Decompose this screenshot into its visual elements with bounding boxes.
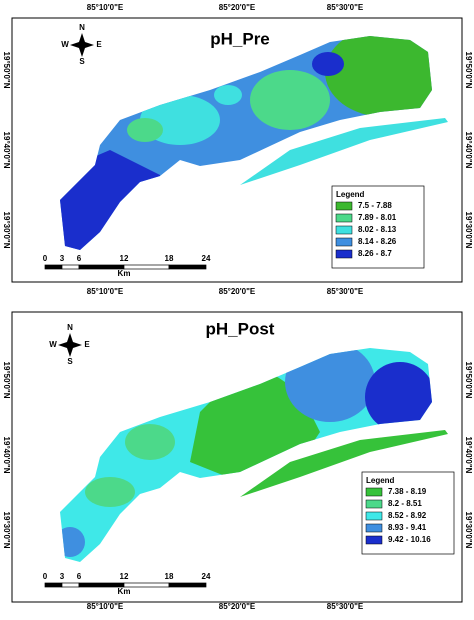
scale-label: 12 xyxy=(120,254,129,263)
legend-label: 8.14 - 8.26 xyxy=(358,237,397,246)
compass-s: S xyxy=(67,357,73,366)
scale-label: 12 xyxy=(120,572,129,581)
scale-bar xyxy=(168,264,207,270)
compass-e: E xyxy=(96,40,102,49)
lon-label: 85°10'0"E xyxy=(87,3,124,12)
compass-w: W xyxy=(61,40,69,49)
legend-title: Legend xyxy=(336,190,365,199)
compass-n: N xyxy=(79,23,85,32)
lon-label: 85°20'0"E xyxy=(219,3,256,12)
legend-swatch xyxy=(365,511,383,521)
map-title: pH_Pre xyxy=(210,29,270,48)
compass-e: E xyxy=(84,340,90,349)
compass-n: N xyxy=(67,323,73,332)
compass xyxy=(58,333,82,357)
legend-swatch xyxy=(335,225,353,235)
compass-s: S xyxy=(79,57,85,66)
scale-bar xyxy=(168,582,207,588)
scale-bar xyxy=(123,264,170,270)
lat-label: 19°30'0"N xyxy=(2,212,11,249)
compass xyxy=(70,33,94,57)
legend-label: 9.42 - 10.16 xyxy=(388,535,431,544)
lat-label: 19°40'0"N xyxy=(464,437,473,474)
legend-swatch xyxy=(335,213,353,223)
scale-label: 18 xyxy=(165,254,174,263)
legend-swatch xyxy=(365,487,383,497)
lat-label: 19°50'0"N xyxy=(464,362,473,399)
lat-label: 19°50'0"N xyxy=(2,52,11,89)
lon-label: 85°10'0"E xyxy=(87,602,124,611)
legend-swatch xyxy=(335,249,353,259)
legend-swatch xyxy=(365,499,383,509)
scale-bar xyxy=(61,582,80,588)
scale-label: 0 xyxy=(43,254,48,263)
legend-label: 8.93 - 9.41 xyxy=(388,523,427,532)
scale-label: 6 xyxy=(77,572,82,581)
scale-label: 18 xyxy=(165,572,174,581)
lat-label: 19°50'0"N xyxy=(464,52,473,89)
lon-label: 85°30'0"E xyxy=(327,287,364,296)
legend-label: 8.02 - 8.13 xyxy=(358,225,397,234)
lon-label: 85°10'0"E xyxy=(87,287,124,296)
scale-label: 6 xyxy=(77,254,82,263)
lon-label: 85°30'0"E xyxy=(327,3,364,12)
legend-label: 8.26 - 8.7 xyxy=(358,249,392,258)
lat-label: 19°30'0"N xyxy=(2,512,11,549)
scale-unit: Km xyxy=(118,587,131,596)
map-panel xyxy=(11,17,463,283)
scale-bar xyxy=(61,264,80,270)
lon-label: 85°20'0"E xyxy=(219,287,256,296)
legend-swatch xyxy=(335,201,353,211)
scale-unit: Km xyxy=(118,269,131,278)
scale-bar xyxy=(123,582,170,588)
lat-label: 19°50'0"N xyxy=(2,362,11,399)
lon-label: 85°30'0"E xyxy=(327,602,364,611)
lat-label: 19°40'0"N xyxy=(2,132,11,169)
legend-swatch xyxy=(365,523,383,533)
scale-label: 0 xyxy=(43,572,48,581)
scale-label: 3 xyxy=(60,254,65,263)
legend-label: 8.2 - 8.51 xyxy=(388,499,422,508)
lat-label: 19°30'0"N xyxy=(464,512,473,549)
lat-label: 19°40'0"N xyxy=(464,132,473,169)
map-title: pH_Post xyxy=(206,319,275,338)
legend-swatch xyxy=(335,237,353,247)
scale-bar xyxy=(44,264,63,270)
legend-label: 8.52 - 8.92 xyxy=(388,511,427,520)
legend-label: 7.5 - 7.88 xyxy=(358,201,392,210)
legend-swatch xyxy=(365,535,383,545)
lat-label: 19°30'0"N xyxy=(464,212,473,249)
spit xyxy=(240,118,448,185)
compass-w: W xyxy=(49,340,57,349)
spit xyxy=(240,430,448,497)
scale-bar xyxy=(44,582,63,588)
legend-label: 7.38 - 8.19 xyxy=(388,487,427,496)
map-panel xyxy=(11,311,463,603)
legend-label: 7.89 - 8.01 xyxy=(358,213,397,222)
lon-label: 85°20'0"E xyxy=(219,602,256,611)
lat-label: 19°40'0"N xyxy=(2,437,11,474)
scale-label: 24 xyxy=(202,572,211,581)
scale-label: 3 xyxy=(60,572,65,581)
scale-label: 24 xyxy=(202,254,211,263)
legend-title: Legend xyxy=(366,476,395,485)
